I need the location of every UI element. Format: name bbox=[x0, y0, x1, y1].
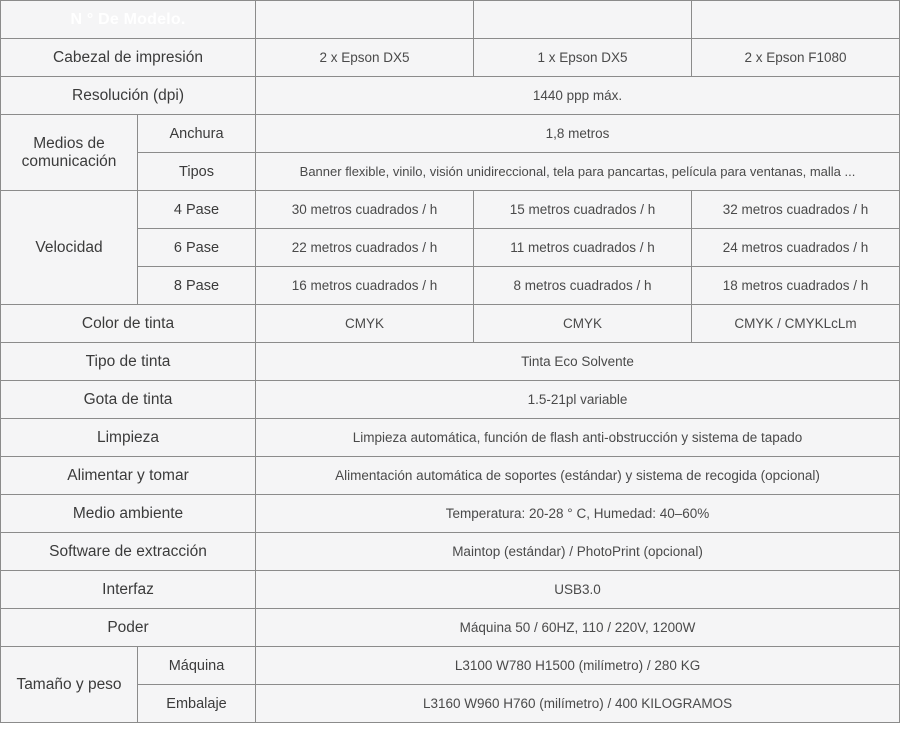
sublabel-packing: Embalaje bbox=[136, 684, 257, 723]
value-media-types: Banner flexible, vinilo, visión unidirec… bbox=[255, 152, 901, 191]
table-row: Cabezal de impresión 2 x Epson DX5 1 x E… bbox=[0, 38, 901, 77]
label-interface: Interfaz bbox=[0, 570, 257, 609]
value-packing-size: L3160 W960 H760 (milímetro) / 400 KILOGR… bbox=[255, 684, 901, 723]
model-column-2-header bbox=[473, 0, 693, 39]
label-resolution: Resolución (dpi) bbox=[0, 76, 257, 115]
label-ink-drop: Gota de tinta bbox=[0, 380, 257, 419]
table-row: Medios de comunicación Anchura 1,8 metro… bbox=[0, 114, 901, 191]
value-speed-6pass-2: 11 metros cuadrados / h bbox=[473, 228, 693, 267]
table-row: Embalaje L3160 W960 H760 (milímetro) / 4… bbox=[1, 684, 901, 723]
table-row: Velocidad 4 Pase 30 metros cuadrados / h… bbox=[0, 190, 901, 305]
value-ink-color-1: CMYK bbox=[255, 304, 475, 343]
table-row: Tipo de tinta Tinta Eco Solvente bbox=[0, 342, 901, 381]
model-column-3-header bbox=[691, 0, 901, 39]
label-power: Poder bbox=[0, 608, 257, 647]
value-interface: USB3.0 bbox=[255, 570, 901, 609]
value-print-head-2: 1 x Epson DX5 bbox=[473, 38, 693, 77]
value-speed-6pass-3: 24 metros cuadrados / h bbox=[691, 228, 901, 267]
label-cleaning: Limpieza bbox=[0, 418, 257, 457]
table-row: Limpieza Limpieza automática, función de… bbox=[0, 418, 901, 457]
value-print-head-1: 2 x Epson DX5 bbox=[255, 38, 475, 77]
model-column-1-header bbox=[255, 0, 475, 39]
value-speed-4pass-2: 15 metros cuadrados / h bbox=[473, 190, 693, 229]
sublabel-media-width: Anchura bbox=[136, 114, 257, 153]
model-number-header: N ° De Modelo. bbox=[0, 0, 257, 39]
value-speed-8pass-2: 8 metros cuadrados / h bbox=[473, 266, 693, 305]
label-rip-software: Software de extracción bbox=[0, 532, 257, 571]
value-machine-size: L3100 W780 H1500 (milímetro) / 280 KG bbox=[255, 646, 901, 685]
label-media: Medios de comunicación bbox=[0, 114, 138, 191]
table-row: Tipos Banner flexible, vinilo, visión un… bbox=[1, 152, 901, 191]
sublabel-speed-8pass: 8 Pase bbox=[136, 266, 257, 305]
table-row: Resolución (dpi) 1440 ppp máx. bbox=[0, 76, 901, 115]
value-feed-take: Alimentación automática de soportes (est… bbox=[255, 456, 901, 495]
value-rip-software: Maintop (estándar) / PhotoPrint (opciona… bbox=[255, 532, 901, 571]
table-row: 6 Pase 22 metros cuadrados / h 11 metros… bbox=[1, 228, 901, 267]
table-header-row: N ° De Modelo. bbox=[0, 0, 901, 39]
sublabel-media-types: Tipos bbox=[136, 152, 257, 191]
table-row: Interfaz USB3.0 bbox=[0, 570, 901, 609]
value-speed-6pass-1: 22 metros cuadrados / h bbox=[255, 228, 475, 267]
table-row: Alimentar y tomar Alimentación automátic… bbox=[0, 456, 901, 495]
label-speed: Velocidad bbox=[0, 190, 138, 305]
printer-spec-table: N ° De Modelo. Cabezal de impresión 2 x … bbox=[0, 0, 901, 723]
table-row: 8 Pase 16 metros cuadrados / h 8 metros … bbox=[1, 266, 901, 305]
label-size-weight: Tamaño y peso bbox=[0, 646, 138, 723]
value-print-head-3: 2 x Epson F1080 bbox=[691, 38, 901, 77]
value-speed-4pass-3: 32 metros cuadrados / h bbox=[691, 190, 901, 229]
label-ink-color: Color de tinta bbox=[0, 304, 257, 343]
value-ink-color-2: CMYK bbox=[473, 304, 693, 343]
table-row: Poder Máquina 50 / 60HZ, 110 / 220V, 120… bbox=[0, 608, 901, 647]
sublabel-speed-6pass: 6 Pase bbox=[136, 228, 257, 267]
value-speed-8pass-1: 16 metros cuadrados / h bbox=[255, 266, 475, 305]
value-speed-4pass-1: 30 metros cuadrados / h bbox=[255, 190, 475, 229]
value-media-width: 1,8 metros bbox=[255, 114, 901, 153]
table-row: Gota de tinta 1.5-21pl variable bbox=[0, 380, 901, 419]
table-row: Medio ambiente Temperatura: 20-28 ° C, H… bbox=[0, 494, 901, 533]
label-print-head: Cabezal de impresión bbox=[0, 38, 257, 77]
label-feed-take: Alimentar y tomar bbox=[0, 456, 257, 495]
value-environment: Temperatura: 20-28 ° C, Humedad: 40–60% bbox=[255, 494, 901, 533]
table-row: Color de tinta CMYK CMYK CMYK / CMYKLcLm bbox=[0, 304, 901, 343]
table-row: Tamaño y peso Máquina L3100 W780 H1500 (… bbox=[0, 646, 901, 723]
value-ink-color-3: CMYK / CMYKLcLm bbox=[691, 304, 901, 343]
sublabel-machine: Máquina bbox=[136, 646, 257, 685]
table-row: Software de extracción Maintop (estándar… bbox=[0, 532, 901, 571]
label-environment: Medio ambiente bbox=[0, 494, 257, 533]
value-ink-type: Tinta Eco Solvente bbox=[255, 342, 901, 381]
label-ink-type: Tipo de tinta bbox=[0, 342, 257, 381]
value-ink-drop: 1.5-21pl variable bbox=[255, 380, 901, 419]
value-speed-8pass-3: 18 metros cuadrados / h bbox=[691, 266, 901, 305]
value-power: Máquina 50 / 60HZ, 110 / 220V, 1200W bbox=[255, 608, 901, 647]
value-resolution: 1440 ppp máx. bbox=[255, 76, 901, 115]
sublabel-speed-4pass: 4 Pase bbox=[136, 190, 257, 229]
value-cleaning: Limpieza automática, función de flash an… bbox=[255, 418, 901, 457]
